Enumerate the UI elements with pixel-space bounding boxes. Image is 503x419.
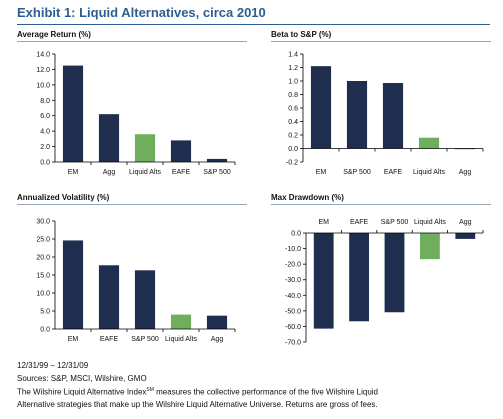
bar xyxy=(206,315,228,329)
chart-title: Max Drawdown (%) xyxy=(271,193,344,202)
y-tick-label: 14.0 xyxy=(36,52,50,59)
y-tick-label: 4.0 xyxy=(40,129,50,136)
chart-title-rule xyxy=(17,204,247,205)
bar xyxy=(418,137,440,149)
x-tick-label: Agg xyxy=(459,219,472,226)
chart-annualized-volatility: 0.0 5.0 10.0 15.0 20.0 25.0 30.0 EM EAFE S&P 500 L… xyxy=(36,219,236,343)
chart-panel-beta: Beta to S&P (%) -0.2 0.0 0.2 0.4 0.6 0.8 1.0 1.… xyxy=(271,30,491,180)
y-tick-label: -10.0 xyxy=(285,246,301,253)
y-tick-label: 1.0 xyxy=(288,79,298,86)
footer-note-pre: The Wilshire Liquid Alternative Index xyxy=(17,387,147,397)
y-tick-label: 0.0 xyxy=(291,231,301,238)
x-tick-label: S&P 500 xyxy=(203,169,231,176)
x-tick-label: EM xyxy=(316,169,327,176)
x-tick-label: S&P 500 xyxy=(343,169,371,176)
x-tick-label: Agg xyxy=(211,336,224,343)
chart-title-rule xyxy=(17,41,247,42)
x-tick-label: Liquid Alts xyxy=(165,336,197,343)
bar xyxy=(134,270,156,329)
x-tick-label: EAFE xyxy=(172,169,191,176)
bar xyxy=(384,233,405,313)
chart-title: Beta to S&P (%) xyxy=(271,30,332,39)
chart-panel-max-drawdown: Max Drawdown (%) -70.0 -60.0 -50.0 -40.0 -30… xyxy=(271,193,491,348)
chart-title-rule xyxy=(271,41,491,42)
x-tick-label: EM xyxy=(68,336,79,343)
bar xyxy=(206,158,228,162)
x-tick-label: EM xyxy=(68,169,79,176)
y-tick-label: 12.0 xyxy=(36,67,50,74)
y-tick-label: 6.0 xyxy=(40,113,50,120)
x-tick-label: Agg xyxy=(459,169,472,176)
y-tick-label: -20.0 xyxy=(285,262,301,269)
footer-note-post: measures the collective performance of t… xyxy=(153,387,379,397)
y-tick-label: 20.0 xyxy=(36,255,50,262)
y-tick-label: 0.6 xyxy=(288,106,298,113)
title-rule xyxy=(17,24,490,25)
y-tick-label: 0.0 xyxy=(288,146,298,153)
chart-beta-to-sp: -0.2 0.0 0.2 0.4 0.6 0.8 1.0 1.2 1.4 EM S&P 500 EAF… xyxy=(286,52,484,176)
footer-note-line1: The Wilshire Liquid Alternative IndexSM … xyxy=(17,387,378,397)
bar xyxy=(170,140,192,162)
y-tick-label: 10.0 xyxy=(36,291,50,298)
bar xyxy=(455,233,476,239)
bar xyxy=(419,233,440,260)
bar xyxy=(346,81,368,149)
y-tick-label: 0.4 xyxy=(288,119,298,126)
x-tick-label: EAFE xyxy=(384,169,403,176)
x-tick-label: S&P 500 xyxy=(381,219,409,226)
y-tick-label: 1.2 xyxy=(288,65,298,72)
bar xyxy=(134,134,156,162)
x-tick-label: Liquid Alts xyxy=(129,169,161,176)
y-tick-label: 0.0 xyxy=(40,160,50,167)
footer-sources: Sources: S&P, MSCI, Wilshire, GMO xyxy=(17,374,147,383)
chart-title-rule xyxy=(271,204,491,205)
chart-title: Average Return (%) xyxy=(17,30,91,39)
y-tick-label: 15.0 xyxy=(36,273,50,280)
bar xyxy=(62,240,84,329)
y-tick-label: 0.0 xyxy=(40,327,50,334)
x-tick-label: EAFE xyxy=(100,336,119,343)
x-tick-label: EM xyxy=(318,219,329,226)
chart-average-return: 0.0 2.0 4.0 6.0 8.0 10.0 12.0 14.0 EM Agg Liquid A… xyxy=(36,52,236,176)
y-tick-label: -70.0 xyxy=(285,340,301,347)
y-tick-label: 1.4 xyxy=(288,52,298,59)
y-tick-label: 30.0 xyxy=(36,219,50,226)
y-tick-label: -60.0 xyxy=(285,324,301,331)
bar xyxy=(313,233,334,329)
y-tick-label: 2.0 xyxy=(40,144,50,151)
y-tick-label: 25.0 xyxy=(36,237,50,244)
bar xyxy=(98,265,120,329)
footer-note-sup: SM xyxy=(146,387,154,393)
x-tick-label: S&P 500 xyxy=(131,336,159,343)
y-tick-label: 0.8 xyxy=(288,92,298,99)
footer-note-line2: Alternative strategies that make up the … xyxy=(17,400,378,409)
y-tick-label: -50.0 xyxy=(285,308,301,315)
footer-period: 12/31/99 – 12/31/09 xyxy=(17,361,89,370)
y-tick-label: -40.0 xyxy=(285,293,301,300)
bar xyxy=(62,65,84,162)
chart-max-drawdown: -70.0 -60.0 -50.0 -40.0 -30.0 -20.0 -10.0 0.0 EM… xyxy=(285,219,484,347)
x-tick-label: Agg xyxy=(103,169,116,176)
bar xyxy=(349,233,370,322)
y-tick-label: 10.0 xyxy=(36,82,50,89)
y-tick-label: -30.0 xyxy=(285,277,301,284)
bar xyxy=(382,83,404,149)
x-tick-label: Liquid Alts xyxy=(413,169,445,176)
x-tick-label: EAFE xyxy=(350,219,369,226)
chart-panel-average-return: Average Return (%) 0.0 2.0 4.0 6.0 8.0 10.0 12… xyxy=(17,30,247,180)
y-tick-label: -0.2 xyxy=(286,160,298,167)
bar xyxy=(98,114,120,162)
bar xyxy=(310,66,332,149)
x-tick-label: Liquid Alts xyxy=(414,219,446,226)
y-tick-label: 8.0 xyxy=(40,98,50,105)
bar xyxy=(170,314,192,329)
chart-title: Annualized Volatility (%) xyxy=(17,193,110,202)
y-tick-label: 0.2 xyxy=(288,133,298,140)
y-tick-label: 5.0 xyxy=(40,309,50,316)
chart-panel-volatility: Annualized Volatility (%) 0.0 5.0 10.0 15.0… xyxy=(17,193,247,343)
exhibit-title: Exhibit 1: Liquid Alternatives, circa 20… xyxy=(17,5,266,20)
